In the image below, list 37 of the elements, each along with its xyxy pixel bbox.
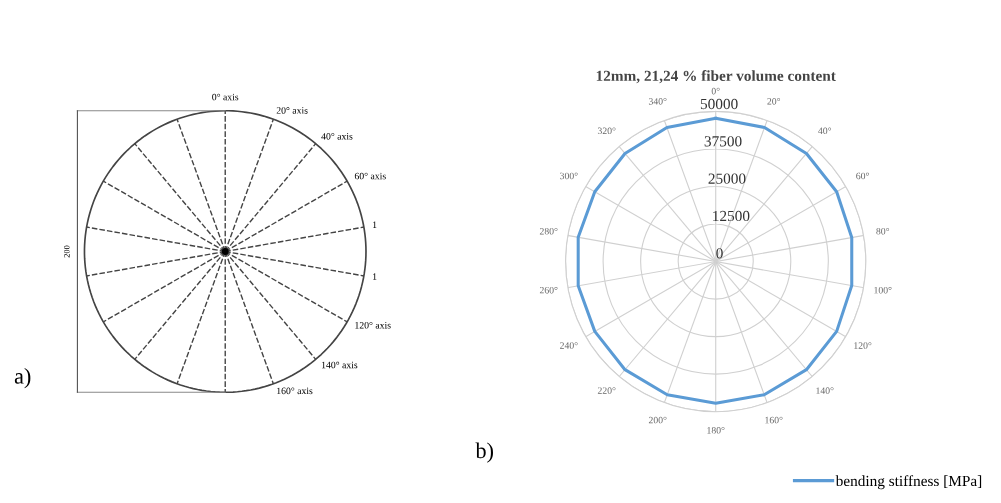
text: 0° axis bbox=[212, 93, 239, 101]
text: 1 bbox=[373, 273, 377, 280]
spoke-label: 320° bbox=[597, 127, 616, 135]
spoke-label: 260° bbox=[539, 286, 558, 294]
y-tick-label: 12500 bbox=[713, 210, 750, 222]
legend-label: bending stiffness [MPa] bbox=[835, 475, 982, 490]
text: 160° axis bbox=[277, 387, 313, 395]
text: 40° axis bbox=[321, 133, 353, 140]
spoke-label: 120° bbox=[854, 342, 872, 349]
text: 120° axis bbox=[355, 321, 391, 329]
spoke-label: 240° bbox=[560, 342, 578, 349]
text: 140° axis bbox=[321, 361, 358, 369]
text: 200 bbox=[64, 245, 70, 258]
spoke-label: 80° bbox=[876, 227, 890, 235]
text: b) bbox=[475, 442, 494, 463]
text: 1 bbox=[373, 221, 377, 228]
spoke-label: 20° bbox=[767, 98, 781, 105]
spoke-label: 60° bbox=[856, 172, 869, 180]
text: a) bbox=[14, 368, 31, 389]
y-tick-label: 0 bbox=[716, 248, 723, 259]
spoke-label: 40° bbox=[818, 127, 832, 135]
y-tick-label: 50000 bbox=[700, 98, 738, 110]
spoke-label: 0° bbox=[711, 87, 720, 95]
text: 20° axis bbox=[276, 107, 308, 114]
spoke-label: 100° bbox=[874, 286, 892, 294]
y-tick-label: 25000 bbox=[708, 173, 746, 184]
y-tick-label: 37500 bbox=[704, 136, 742, 147]
text: 60° axis bbox=[354, 172, 386, 180]
spoke-label: 340° bbox=[648, 98, 667, 105]
spoke-label: 160° bbox=[765, 416, 783, 424]
spoke-label: 300° bbox=[560, 172, 578, 180]
spoke-label: 200° bbox=[648, 416, 667, 424]
chart-title: 12mm, 21,24 % fiber volume content bbox=[596, 70, 836, 84]
spoke-label: 180° bbox=[707, 427, 725, 434]
spoke-label: 280° bbox=[539, 227, 558, 235]
spoke-label: 140° bbox=[816, 387, 834, 394]
spoke-label: 220° bbox=[597, 387, 616, 394]
